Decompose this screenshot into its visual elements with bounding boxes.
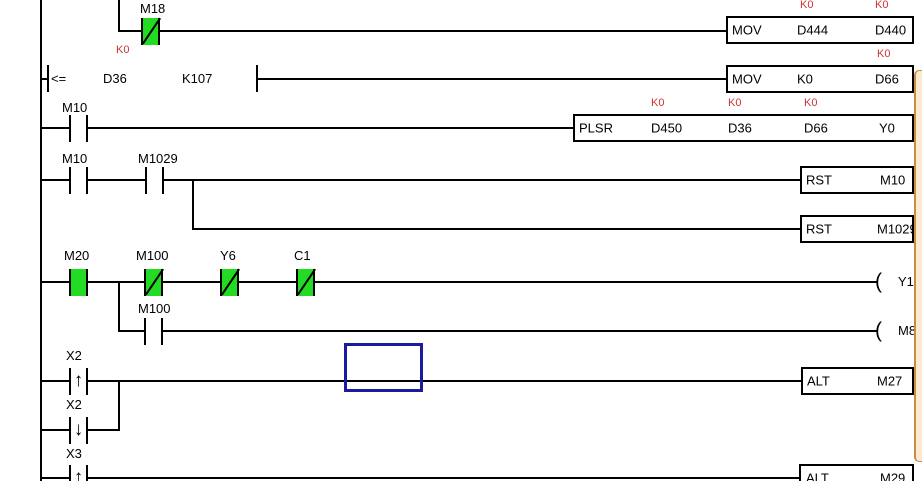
monitor-value: K0 <box>804 97 818 109</box>
selection-cursor[interactable] <box>344 343 423 392</box>
left-power-rail <box>40 0 42 481</box>
nc-slash <box>297 268 316 296</box>
falling-edge-arrow: ↓ <box>73 419 84 440</box>
instruction-arg: D450 <box>651 120 683 136</box>
contact-label: C1 <box>294 248 311 263</box>
instruction-op: MOV <box>732 71 762 87</box>
rung-wire <box>40 179 800 181</box>
contact-label: X2 <box>66 397 82 412</box>
compare-contact-left-bar <box>47 65 49 92</box>
monitor-value: K0 <box>116 44 130 56</box>
contact-m20[interactable] <box>69 269 88 296</box>
compare-operand: K107 <box>182 71 213 86</box>
contact-label: M18 <box>140 1 166 16</box>
rung-wire <box>40 477 799 479</box>
coil-m8[interactable]: ( <box>875 319 882 342</box>
monitor-value: K0 <box>651 97 665 109</box>
instruction-op: RST <box>806 221 832 237</box>
rung-wire <box>118 30 726 32</box>
contact-c1[interactable] <box>296 268 316 296</box>
contact-y6[interactable] <box>220 268 240 296</box>
instruction-arg: M29 <box>880 470 906 481</box>
branch-wire-top <box>118 0 120 32</box>
rung-wire <box>192 228 800 230</box>
instruction-box-alt-m29[interactable]: ALT M29 <box>799 464 914 481</box>
monitor-value: K0 <box>800 0 814 11</box>
coil-label: Y1 <box>898 274 914 289</box>
instruction-box-mov-2[interactable]: MOV K0 D66 <box>726 65 914 93</box>
instruction-op: ALT <box>807 373 830 389</box>
instruction-arg: D444 <box>797 22 829 38</box>
instruction-box-rst-m1029[interactable]: RST M1029 <box>800 215 917 243</box>
contact-label: X2 <box>66 348 82 363</box>
rung-wire <box>40 281 878 283</box>
instruction-arg: M1029 <box>877 221 917 237</box>
instruction-arg: M10 <box>880 172 906 188</box>
instruction-arg: D66 <box>875 71 899 87</box>
instruction-box-plsr[interactable]: PLSR D450 D36 D66 Y0 <box>573 114 914 142</box>
instruction-op: MOV <box>732 22 762 38</box>
instruction-op: RST <box>806 172 832 188</box>
instruction-box-alt-m27[interactable]: ALT M27 <box>801 367 914 395</box>
nc-slash <box>145 268 164 296</box>
rung-wire <box>40 127 573 129</box>
rung-wire <box>40 78 49 80</box>
monitor-value: K0 <box>875 0 889 11</box>
overlapping-window-edge[interactable] <box>914 70 922 462</box>
instruction-box-mov-1[interactable]: MOV D444 D440 <box>726 16 914 44</box>
instruction-arg: M27 <box>877 373 903 389</box>
contact-x3-rising[interactable]: ↑ <box>69 465 88 481</box>
contact-label: M100 <box>136 248 169 263</box>
contact-x2-falling[interactable]: ↓ <box>69 417 88 444</box>
nc-slash <box>142 17 161 45</box>
instruction-op: ALT <box>806 470 829 481</box>
branch-wire-x2 <box>118 380 120 431</box>
monitor-value: K0 <box>877 48 891 60</box>
rung-wire <box>258 78 726 80</box>
rung-wire <box>118 330 878 332</box>
rising-edge-arrow: ↑ <box>73 370 84 391</box>
contact-m10[interactable] <box>69 115 88 142</box>
contact-label: X3 <box>66 446 82 461</box>
compare-operand: D36 <box>103 71 127 86</box>
instruction-op: PLSR <box>579 120 613 136</box>
contact-m18[interactable] <box>141 17 161 45</box>
contact-m100[interactable] <box>144 268 164 296</box>
monitor-value: K0 <box>728 97 742 109</box>
contact-m100-branch[interactable] <box>144 318 163 345</box>
branch-wire-m100 <box>118 281 120 332</box>
instruction-arg: D66 <box>804 120 828 136</box>
rising-edge-arrow: ↑ <box>73 467 84 481</box>
contact-label: M1029 <box>138 151 178 166</box>
contact-m10[interactable] <box>69 167 88 194</box>
instruction-arg: D440 <box>875 22 907 38</box>
contact-label: M10 <box>62 100 88 115</box>
compare-contact-right-bar <box>256 65 258 92</box>
nc-slash <box>221 268 240 296</box>
compare-op: <= <box>51 71 67 86</box>
branch-wire-m1029 <box>192 179 194 230</box>
contact-x2-rising[interactable]: ↑ <box>69 368 88 395</box>
contact-label: M10 <box>62 151 88 166</box>
instruction-box-rst-m10[interactable]: RST M10 <box>800 166 914 194</box>
contact-label: M20 <box>64 248 90 263</box>
instruction-arg: K0 <box>797 71 813 87</box>
contact-m1029[interactable] <box>145 167 164 194</box>
instruction-arg: Y0 <box>879 120 895 136</box>
coil-label: M8 <box>898 323 917 338</box>
contact-label: Y6 <box>220 248 236 263</box>
instruction-arg: D36 <box>728 120 752 136</box>
coil-y1[interactable]: ( <box>875 270 882 293</box>
contact-label: M100 <box>138 301 171 316</box>
